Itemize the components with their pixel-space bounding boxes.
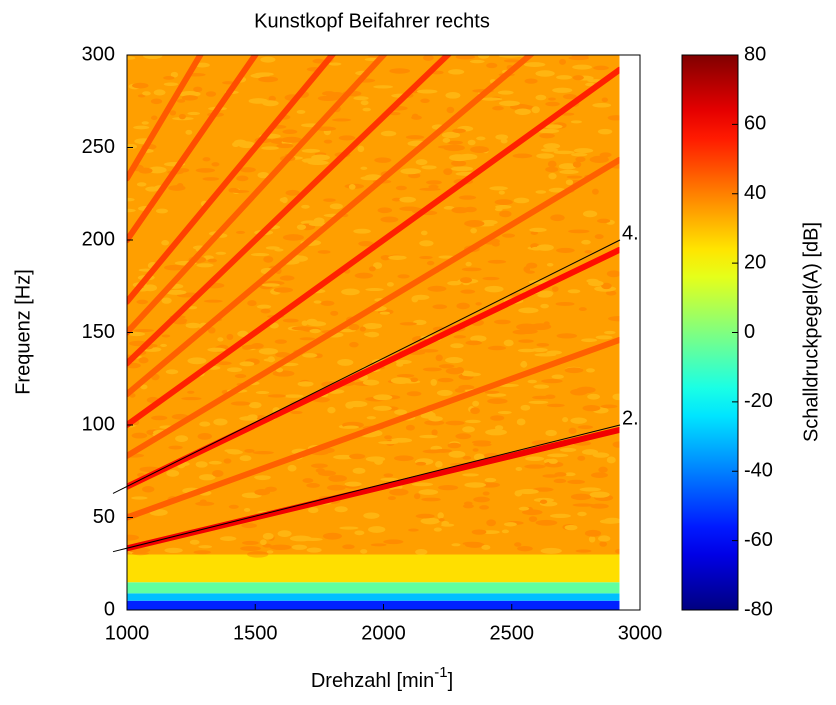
colorbar-tick-label: 0 [744,321,755,343]
colorbar-tick-label: 20 [744,251,766,273]
order-ridge [127,66,620,428]
y-tick-label: 50 [93,506,115,528]
y-axis-label: Frequenz [Hz] [12,269,34,395]
order-line [112,424,621,553]
order-ridge [127,426,620,552]
order-ridge [127,55,337,305]
x-tick-label: 1500 [233,622,278,644]
x-tick-label: 2500 [490,622,535,644]
heatmap [127,55,620,610]
colorbar-tick-label: -20 [744,390,773,412]
order-label: 4. [622,222,639,244]
order-ridge [127,156,620,459]
order-label: 2. [622,407,639,429]
x-axis-label: Drehzahl [min-1] [311,664,453,692]
x-tick-label: 2000 [361,622,406,644]
heatmap-texture [127,55,620,558]
order-ridge [127,246,620,490]
x-label-text: Drehzahl [min [311,670,434,692]
colorbar-tick-label: -80 [744,598,773,620]
colorbar-tick-label: 40 [744,182,766,204]
y-tick-label: 250 [82,136,115,158]
x-label-end: ] [448,670,454,692]
y-tick-label: 0 [104,598,115,620]
x-label-sup: -1 [434,664,447,681]
colorbar-tick-label: 80 [744,43,766,65]
order-ridge [127,55,259,243]
colorbar [681,54,739,611]
y-tick-label: 200 [82,228,115,250]
x-tick-label: 3000 [618,622,663,644]
colorbar-tick-label: -40 [744,460,773,482]
colorbar-label: Schalldruckpegel(A) [dB] [800,222,822,442]
y-tick-label: 150 [82,321,115,343]
heatmap-band [127,582,620,594]
heatmap-band [127,600,620,610]
order-line [112,239,621,494]
heatmap-band [127,554,620,583]
colorbar-tick-label: 60 [744,113,766,135]
x-tick-label: 1000 [105,622,150,644]
y-tick-label: 300 [82,43,115,65]
order-ridge [127,55,452,367]
order-ridge [127,55,535,398]
colorbar-tick-label: -60 [744,529,773,551]
chart-title: Kunstkopf Beifahrer rechts [254,10,490,32]
order-ridge [127,336,620,521]
order-ridge [127,55,388,336]
heatmap-band [127,593,620,601]
y-tick-label: 100 [82,413,115,435]
